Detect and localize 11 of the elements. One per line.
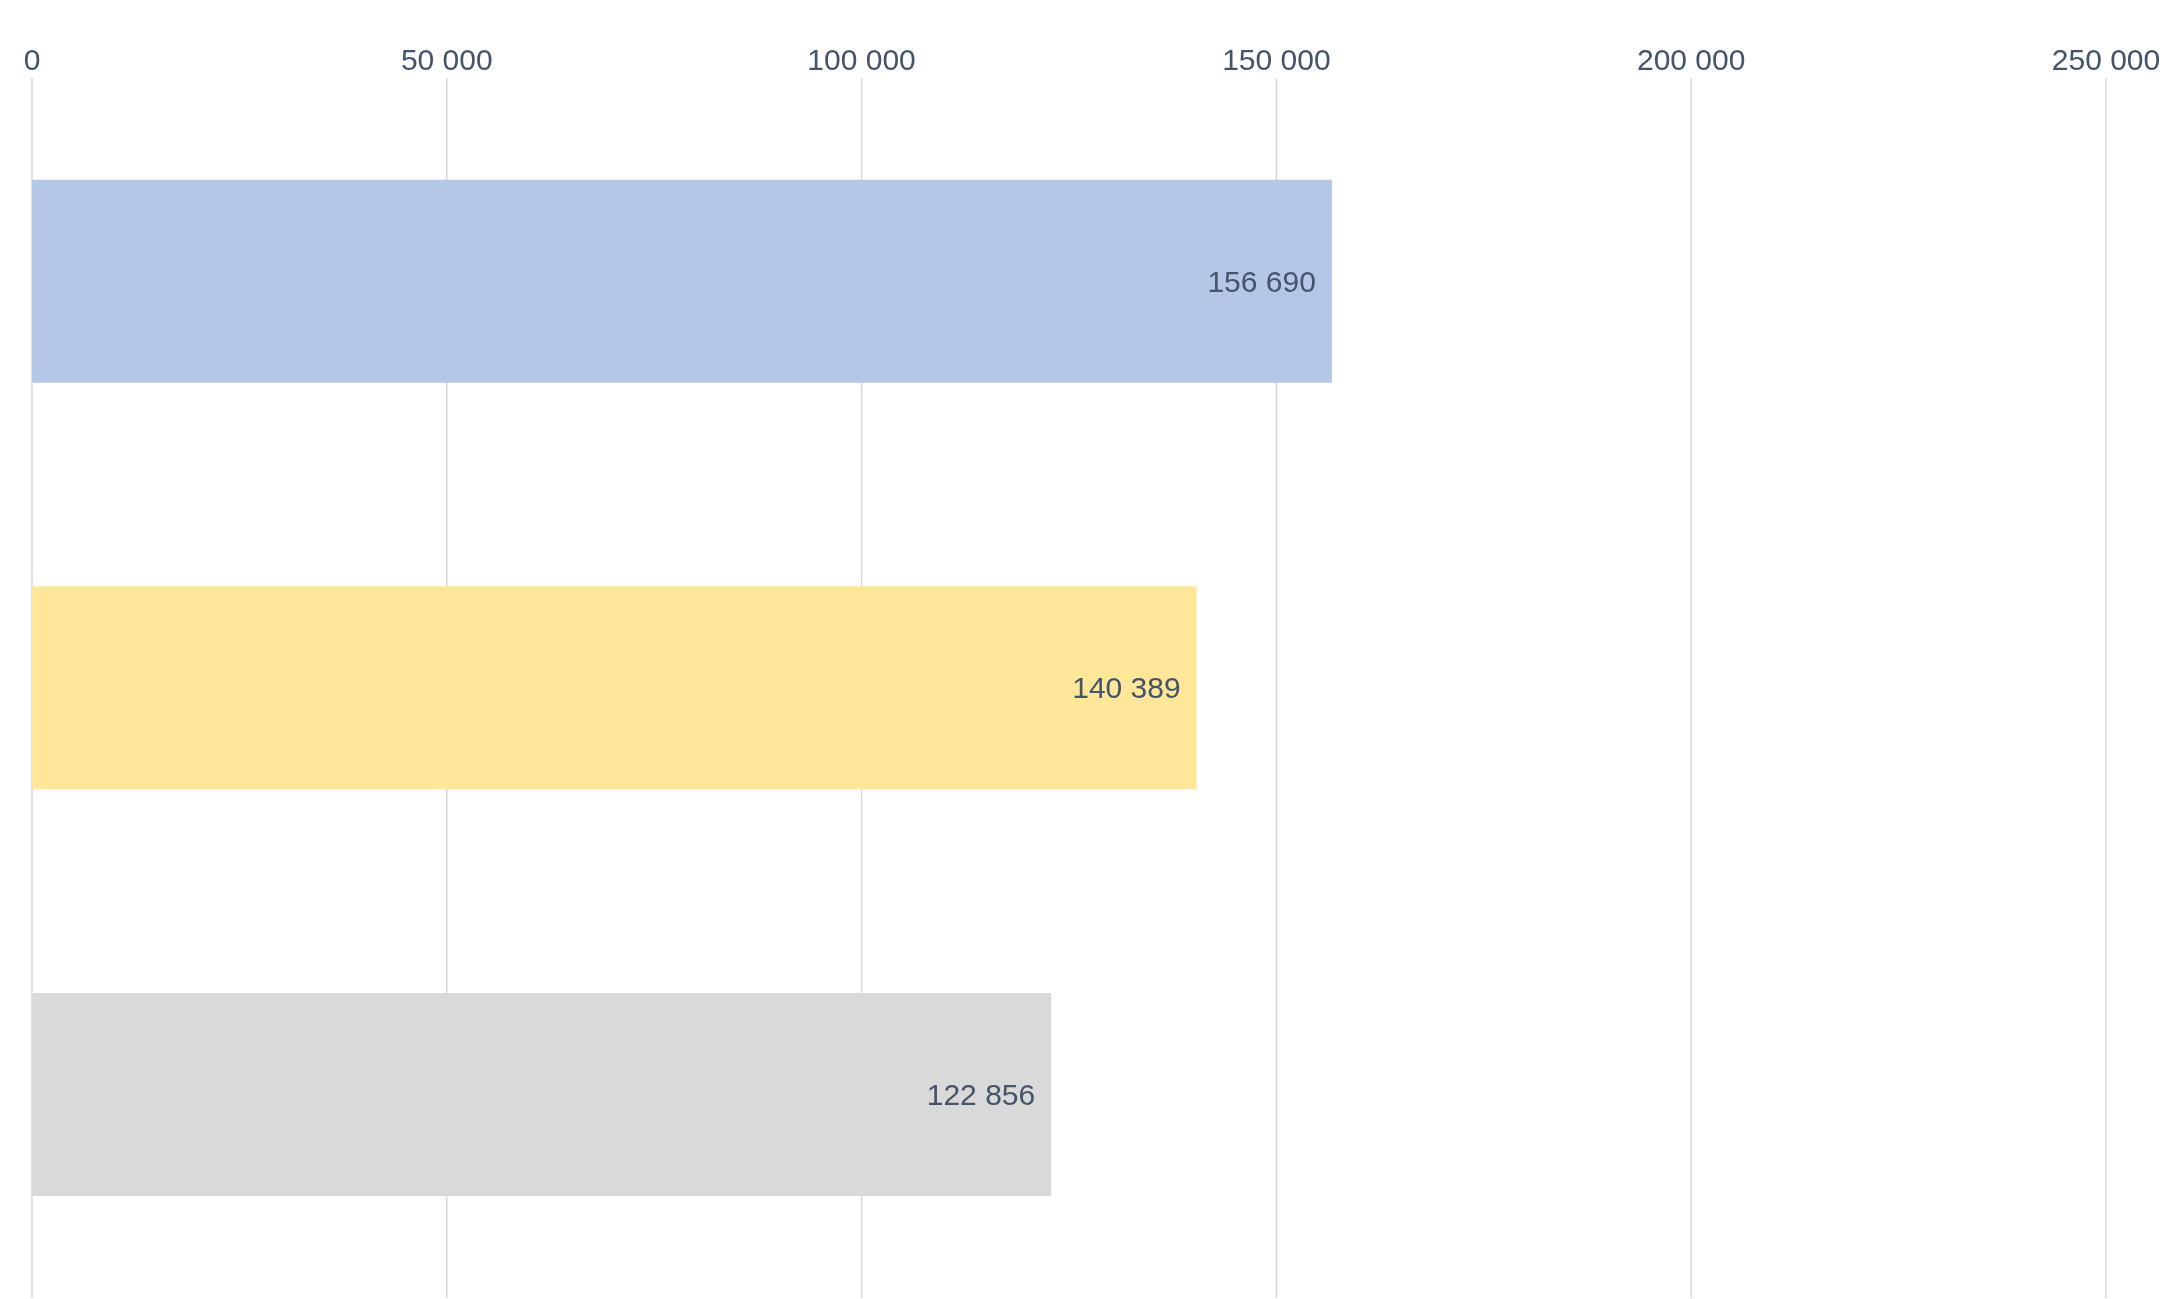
x-tick-label: 0 [23, 43, 41, 76]
bar [32, 179, 1332, 383]
x-tick-label: 50 000 [400, 43, 493, 76]
x-tick-label: 100 000 [807, 43, 916, 76]
x-tick-label: 250 000 [2051, 43, 2161, 76]
data-label: 140 389 [1072, 671, 1181, 705]
data-label: 156 690 [1207, 264, 1316, 298]
bar [32, 586, 1197, 790]
x-tick-label: 200 000 [1636, 43, 1746, 76]
data-label: 122 856 [926, 1078, 1036, 1112]
x-tick-label: 150 000 [1222, 43, 1331, 76]
